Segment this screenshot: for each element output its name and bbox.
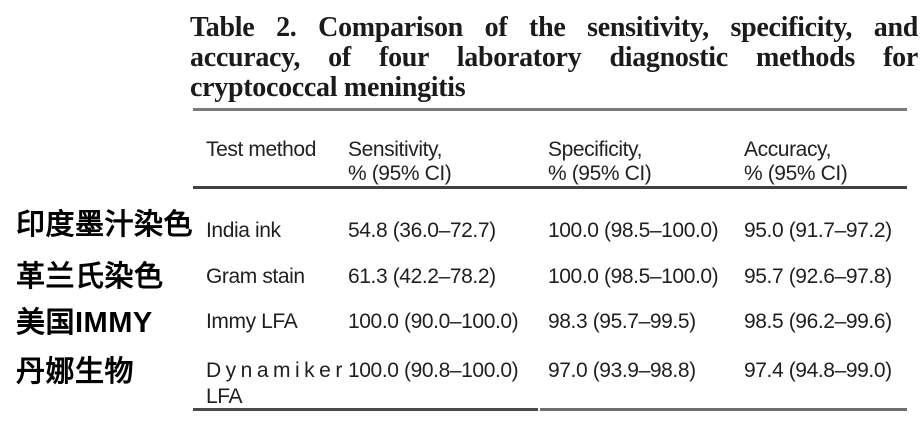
table-caption: Table 2. Comparison of the sensitivity, … [190,13,918,103]
header-specificity-line1: Specificity, [548,138,643,161]
accuracy-cell: 97.4 (94.8–99.0) [744,359,892,382]
table-caption-line-2: accuracy, of four laboratory diagnostic … [190,42,918,73]
header-test-method: Test method [206,138,316,162]
method-name-line2: LFA [206,385,243,408]
table-rule-bottom-left-segment [193,408,538,411]
annotation-us-immy: 美国IMMY [16,307,153,339]
table-rule-bottom-right-segment [540,408,907,411]
sensitivity-cell: 54.8 (36.0–72.7) [348,219,496,242]
header-accuracy-line2: % (95% CI) [744,162,848,185]
method-name: Gram stain [206,265,305,288]
specificity-cell: 98.3 (95.7–99.5) [548,310,696,333]
sensitivity-cell: 100.0 (90.8–100.0) [348,359,519,382]
header-sensitivity-line1: Sensitivity, [348,138,443,161]
header-specificity-line2: % (95% CI) [548,162,652,185]
table-rule-header-bottom [193,186,907,189]
specificity-cell: 100.0 (98.5–100.0) [548,219,719,242]
header-test-method-label: Test method [206,138,316,161]
header-specificity: Specificity, % (95% CI) [548,138,652,186]
accuracy-cell: 98.5 (96.2–99.6) [744,310,892,333]
specificity-cell: 97.0 (93.9–98.8) [548,359,696,382]
method-cell: India ink [206,218,281,244]
annotation-india-ink-stain: 印度墨汁染色 [16,209,194,241]
table-rule-top [193,108,907,111]
sensitivity-cell: 100.0 (90.0–100.0) [348,310,519,333]
header-sensitivity: Sensitivity, % (95% CI) [348,138,452,186]
table-caption-line-1: Table 2. Comparison of the sensitivity, … [190,12,918,43]
annotation-dynamiker-biotech: 丹娜生物 [16,356,135,388]
method-cell: Dynamiker LFA [206,358,347,410]
accuracy-cell: 95.0 (91.7–97.2) [744,219,892,242]
table-caption-line-3: cryptococcal meningitis [190,72,466,103]
method-cell: Immy LFA [206,309,298,335]
header-accuracy-line1: Accuracy, [744,138,832,161]
header-sensitivity-line2: % (95% CI) [348,162,452,185]
method-name: India ink [206,219,281,242]
method-name-line1: Dynamiker [206,359,347,382]
specificity-cell: 100.0 (98.5–100.0) [548,265,719,288]
header-accuracy: Accuracy, % (95% CI) [744,138,848,186]
method-cell: Gram stain [206,264,305,290]
sensitivity-cell: 61.3 (42.2–78.2) [348,265,496,288]
annotation-gram-stain: 革兰氏染色 [16,261,164,293]
method-name: Immy LFA [206,310,298,333]
accuracy-cell: 95.7 (92.6–97.8) [744,265,892,288]
